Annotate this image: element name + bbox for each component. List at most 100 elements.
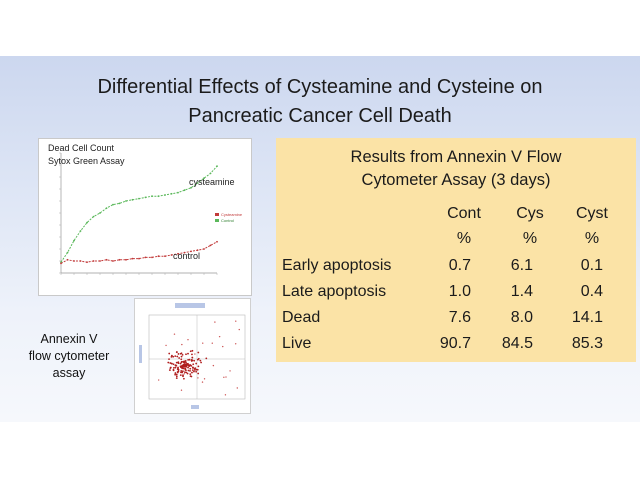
data-point-cysteamine bbox=[177, 191, 179, 194]
data-point-cysteamine bbox=[203, 177, 205, 180]
data-point-control bbox=[177, 252, 179, 255]
row-label-early-apoptosis: Early apoptosis bbox=[282, 257, 392, 274]
flow-event-dot bbox=[172, 363, 175, 366]
flow-event-dot bbox=[174, 366, 177, 369]
cell-early-cyst: 0.1 bbox=[580, 257, 603, 274]
flow-event-dot bbox=[187, 369, 190, 372]
cell-late-cys: 1.4 bbox=[510, 283, 533, 300]
flow-event-dot bbox=[203, 378, 206, 380]
flow-event-dot bbox=[235, 320, 237, 322]
flow-event-dot bbox=[195, 362, 198, 365]
data-point-cysteamine bbox=[144, 196, 147, 199]
data-point-cysteamine bbox=[157, 195, 160, 198]
data-point-control bbox=[105, 258, 108, 261]
flow-event-dot bbox=[193, 369, 196, 371]
caption-line-1: Annexin V bbox=[40, 332, 98, 346]
flow-event-dot bbox=[191, 371, 193, 374]
data-point-cysteamine bbox=[86, 221, 88, 224]
results-title-line-2: Cytometer Assay (3 days) bbox=[361, 171, 551, 189]
legend-cysteamine: Cysteamine bbox=[221, 212, 243, 217]
flow-event-dot bbox=[184, 367, 187, 370]
flow-event-dot bbox=[189, 367, 192, 370]
data-point-cysteamine bbox=[66, 251, 69, 254]
data-point-control bbox=[66, 258, 69, 261]
data-point-cysteamine bbox=[209, 172, 212, 175]
flow-event-dot bbox=[177, 362, 180, 365]
flow-event-dot bbox=[199, 359, 202, 362]
col-unit-cys: % bbox=[522, 230, 538, 247]
flow-event-dot bbox=[196, 358, 199, 361]
flow-event-dot bbox=[189, 364, 192, 366]
flow-event-dot bbox=[182, 375, 184, 378]
data-point-cysteamine bbox=[151, 195, 153, 198]
flow-event-dot bbox=[185, 365, 188, 368]
flow-event-dot bbox=[187, 364, 189, 367]
flow-event-dot bbox=[192, 363, 195, 366]
flow-event-dot bbox=[179, 352, 182, 355]
caption-line-3: assay bbox=[52, 366, 86, 380]
data-point-control bbox=[144, 256, 147, 259]
data-point-cysteamine bbox=[190, 186, 192, 189]
flow-event-dot bbox=[168, 369, 171, 371]
data-point-control bbox=[157, 255, 160, 258]
flow-event-dot bbox=[200, 361, 202, 364]
flow-event-dot bbox=[167, 361, 170, 364]
data-point-control bbox=[138, 257, 140, 260]
flow-event-dot bbox=[238, 328, 240, 331]
flow-event-dot bbox=[180, 389, 183, 391]
flow-event-dot bbox=[187, 339, 189, 341]
flow-event-dot bbox=[176, 355, 179, 358]
flow-event-dot bbox=[189, 350, 192, 353]
flow-header-bar bbox=[175, 303, 205, 308]
flow-cytometer-caption: Annexin V flow cytometer assay bbox=[14, 331, 124, 382]
flow-event-dot bbox=[196, 368, 199, 371]
data-point-cysteamine bbox=[79, 230, 82, 232]
flow-event-dot bbox=[184, 364, 187, 367]
flow-event-dot bbox=[191, 366, 194, 369]
data-point-control bbox=[92, 260, 95, 262]
flow-event-dot bbox=[211, 342, 213, 344]
flow-event-dot bbox=[174, 372, 177, 374]
data-point-cysteamine bbox=[92, 215, 95, 218]
flow-event-dot bbox=[223, 376, 225, 378]
flow-event-dot bbox=[175, 377, 178, 380]
flow-event-dot bbox=[183, 362, 186, 364]
slide-title: Differential Effects of Cysteamine and C… bbox=[40, 73, 600, 131]
data-point-cysteamine bbox=[216, 165, 218, 168]
flow-event-dot bbox=[191, 356, 194, 359]
flow-event-dot bbox=[181, 343, 183, 346]
flow-event-dot bbox=[191, 353, 193, 356]
data-point-cysteamine bbox=[99, 212, 101, 214]
cell-live-cont: 90.7 bbox=[439, 335, 471, 352]
row-label-dead: Dead bbox=[282, 309, 321, 326]
results-panel: Results from Annexin V Flow Cytometer As… bbox=[276, 138, 636, 362]
flow-event-dot bbox=[180, 369, 183, 372]
x-axis-label-bar bbox=[191, 405, 199, 409]
chart-title-line-1: Dead Cell Count bbox=[48, 143, 115, 153]
flow-event-dot bbox=[168, 352, 171, 355]
flow-event-dot bbox=[187, 362, 189, 365]
cell-live-cyst: 85.3 bbox=[571, 335, 603, 352]
flow-event-dot bbox=[174, 373, 177, 376]
flow-event-dot bbox=[194, 353, 196, 355]
flow-event-dot bbox=[193, 359, 196, 362]
data-point-control bbox=[203, 248, 205, 250]
flow-event-dot bbox=[188, 358, 191, 361]
results-title: Results from Annexin V Flow Cytometer As… bbox=[276, 146, 636, 192]
flow-event-dot bbox=[177, 353, 180, 355]
col-header-cont: Cont bbox=[447, 205, 481, 222]
flow-event-dot bbox=[197, 365, 200, 368]
flow-event-dot bbox=[205, 357, 208, 360]
flow-event-dot bbox=[195, 370, 198, 373]
flow-event-dot bbox=[185, 371, 188, 374]
data-point-control bbox=[190, 250, 192, 253]
series-label-control: control bbox=[173, 251, 201, 261]
flow-event-dot bbox=[183, 360, 186, 363]
flow-event-dot bbox=[202, 342, 204, 344]
flow-event-dot bbox=[174, 364, 177, 367]
data-point-control bbox=[118, 258, 121, 261]
data-point-control bbox=[164, 255, 166, 258]
flow-event-dot bbox=[197, 351, 200, 354]
results-title-line-1: Results from Annexin V Flow bbox=[350, 148, 562, 166]
data-point-cysteamine bbox=[112, 203, 114, 206]
